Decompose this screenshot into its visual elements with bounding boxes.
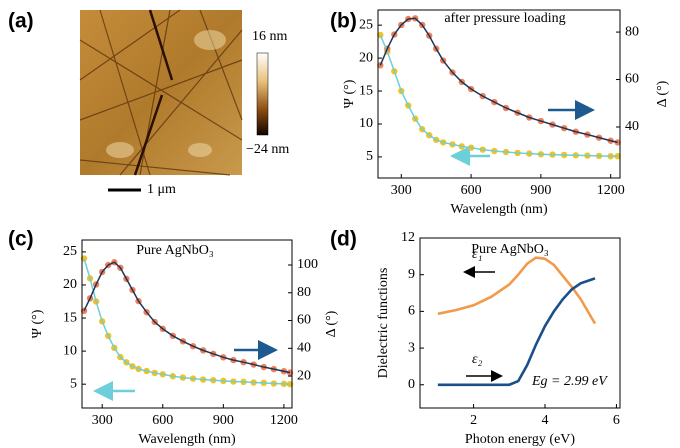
y-tick-label: 25 xyxy=(63,244,77,259)
figure: (a) 16 nm −24 nm 1 μm (b)300600900120051… xyxy=(0,0,680,448)
y-tick-label: 5 xyxy=(70,376,77,391)
x-tick-label: 600 xyxy=(461,183,482,198)
data-line xyxy=(380,35,617,156)
colorbar-label: 16 nm xyxy=(252,29,288,44)
x-tick-label: 4 xyxy=(542,413,549,428)
y2-tick-label: 20 xyxy=(297,368,311,383)
panel-label: (b) xyxy=(330,10,357,33)
y2-tick-label: 100 xyxy=(297,257,318,272)
panel-label: (c) xyxy=(8,228,34,251)
colorbar xyxy=(257,53,268,135)
y-tick-label: 10 xyxy=(63,343,77,358)
y-tick-label: 10 xyxy=(359,116,373,131)
y-tick-label: 20 xyxy=(359,50,373,65)
x-axis-label: Wavelength (nm) xyxy=(450,202,548,217)
annotation: Pure AgNbO₃ xyxy=(136,243,214,258)
y2-tick-label: 40 xyxy=(297,341,311,356)
x-tick-label: 1200 xyxy=(270,413,298,428)
y-tick-label: 5 xyxy=(366,149,373,164)
y2-axis-label: Δ (°) xyxy=(655,80,670,107)
x-tick-label: 6 xyxy=(613,413,620,428)
y-tick-label: 15 xyxy=(63,310,77,325)
y2-tick-label: 40 xyxy=(625,119,639,134)
x-tick-label: 2 xyxy=(470,413,477,428)
x-tick-label: 900 xyxy=(213,413,234,428)
y2-tick-label: 60 xyxy=(297,313,311,328)
colorbar-label: −24 nm xyxy=(246,142,289,157)
y-tick-label: 12 xyxy=(401,230,415,245)
y2-tick-label: 60 xyxy=(625,72,639,87)
x-axis-label: Wavelength (nm) xyxy=(138,432,236,447)
y-tick-label: 15 xyxy=(359,83,373,98)
data-line xyxy=(438,278,595,384)
data-line xyxy=(380,18,617,142)
data-line xyxy=(84,262,290,372)
x-tick-label: 900 xyxy=(530,183,551,198)
y2-tick-label: 80 xyxy=(625,24,639,39)
x-tick-label: 300 xyxy=(92,413,113,428)
annotation: Eg = 2.99 eV xyxy=(531,374,608,389)
y2-tick-label: 80 xyxy=(297,285,311,300)
y-axis-label: Ψ (°) xyxy=(342,79,357,108)
y-tick-label: 6 xyxy=(408,304,415,319)
plot-frame xyxy=(378,10,620,178)
panel-label: (a) xyxy=(8,10,34,33)
y-tick-label: 9 xyxy=(408,267,415,282)
annotation: Pure AgNbO₃ xyxy=(471,242,549,257)
x-tick-label: 300 xyxy=(391,183,412,198)
y-tick-label: 0 xyxy=(408,377,415,392)
x-tick-label: 600 xyxy=(152,413,173,428)
y-tick-label: 3 xyxy=(408,340,415,355)
scale-bar-label: 1 μm xyxy=(147,182,176,197)
x-axis-label: Photon energy (eV) xyxy=(465,432,575,447)
annotation: after pressure loading xyxy=(444,11,565,26)
x-tick-label: 1200 xyxy=(597,183,625,198)
y2-axis-label: Δ (°) xyxy=(324,310,339,337)
y-axis-label: Ψ (°) xyxy=(30,309,45,338)
series-label: ε₂ xyxy=(472,352,483,367)
panel-label: (d) xyxy=(330,228,357,251)
y-tick-label: 20 xyxy=(63,277,77,292)
y-tick-label: 25 xyxy=(359,17,373,32)
y-axis-label: Dielectric functions xyxy=(376,268,391,379)
afm-image xyxy=(80,10,242,175)
